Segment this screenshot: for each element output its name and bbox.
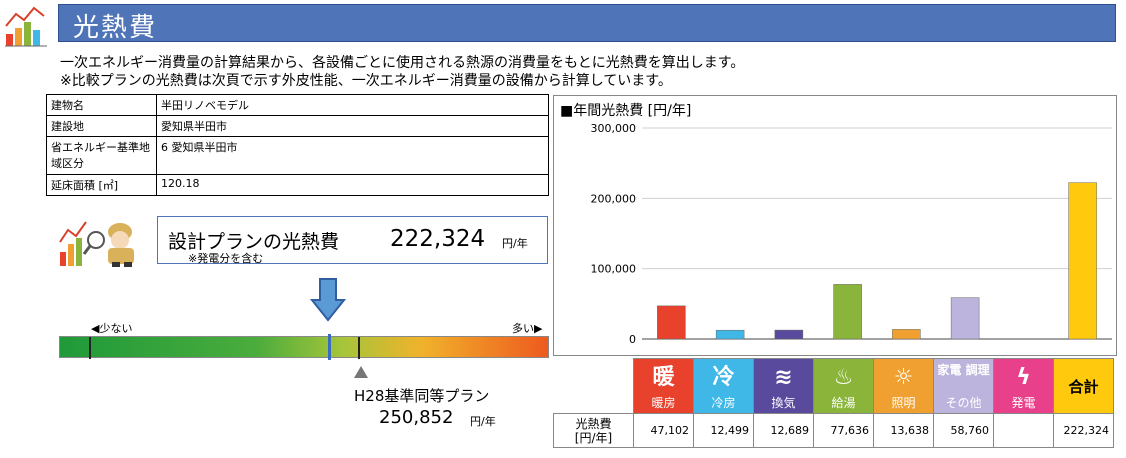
annual-cost-chart: 0 100,000 200,000 300,000 ■年間光熱費 [円/年] xyxy=(553,95,1117,356)
category-heating: 暖 暖房 xyxy=(633,358,694,414)
standard-plan-label: H28基準同等プラン xyxy=(354,387,490,405)
description-line-1: 一次エネルギー消費量の計算結果から、各設備ごとに使用される熱源の消費量をもとに光… xyxy=(60,55,745,71)
category-caption: 照明 xyxy=(891,396,916,410)
category-appliance: 家電 調理 その他 xyxy=(933,358,994,414)
bar-換気 xyxy=(774,329,804,340)
info-label: 建物名 xyxy=(46,94,157,116)
power-generation-icon: ϟ xyxy=(1016,365,1031,390)
info-value: 120.18 xyxy=(156,174,549,196)
category-hot-water: ♨ 給湯 xyxy=(813,358,874,414)
info-row: 延床面積 [㎡] 120.18 xyxy=(46,174,549,196)
info-row: 建物名 半田リノベモデル xyxy=(46,94,549,116)
info-label: 延床面積 [㎡] xyxy=(46,174,157,196)
bar-冷房 xyxy=(715,329,745,340)
cost-value-power-generation xyxy=(993,413,1054,448)
design-plan-label: 設計プランの光熱費 xyxy=(168,231,340,253)
heating-icon: 暖 xyxy=(652,365,675,390)
info-label: 省エネルギー基準地域区分 xyxy=(46,136,157,175)
total-header: 合計 xyxy=(1053,358,1114,414)
appliance-icon: 家電 調理 xyxy=(937,363,990,377)
design-plan-marker xyxy=(328,334,332,360)
standard-plan-value: 250,852 xyxy=(379,407,454,428)
cost-breakdown-table: 暖 暖房 冷 冷房 ≋ 換気 ♨ 給湯 ☼ 照明 家電 調理 その他 ϟ 発電 … xyxy=(553,358,1114,448)
scale-more-label: 多い▶ xyxy=(512,322,543,335)
bar-暖房 xyxy=(657,305,686,340)
chart-canvas: 0 100,000 200,000 300,000 xyxy=(591,122,1112,346)
chart-title: ■年間光熱費 [円/年] xyxy=(560,103,692,119)
row-label-line-1: 光熱費 xyxy=(575,416,612,431)
ventilation-icon: ≋ xyxy=(774,365,793,390)
description-line-2: ※比較プランの光熱費は次頁で示す外皮性能、一次エネルギー消費量の設備から計算して… xyxy=(60,73,672,89)
y-tick-label: 300,000 xyxy=(591,122,637,135)
scale-start-tick xyxy=(89,337,92,359)
bar-合計 xyxy=(1068,182,1097,340)
bar-その他 xyxy=(950,297,980,340)
cost-chart-icon xyxy=(5,6,47,47)
page-header: 光熱費 xyxy=(58,4,1116,43)
scale-less-label: ◀少ない xyxy=(91,322,133,335)
category-caption: その他 xyxy=(945,396,982,410)
category-caption: 換気 xyxy=(771,396,796,410)
cost-values-row: 光熱費 [円/年] 47,102 12,499 12,689 77,636 13… xyxy=(553,413,1114,448)
info-row: 建設地 愛知県半田市 xyxy=(46,115,549,137)
cost-value-ventilation: 12,689 xyxy=(753,413,814,448)
y-tick-label: 100,000 xyxy=(591,263,637,276)
inspector-illustration-icon xyxy=(59,221,134,267)
cost-value-cooling: 12,499 xyxy=(693,413,754,448)
page-title: 光熱費 xyxy=(73,13,158,43)
cost-value-heating: 47,102 xyxy=(633,413,694,448)
category-cooling: 冷 冷房 xyxy=(693,358,754,414)
table-corner xyxy=(554,359,634,414)
standard-plan-unit: 円/年 xyxy=(470,415,496,428)
triangle-up-icon xyxy=(354,366,368,378)
design-plan-value: 222,324 xyxy=(390,226,486,252)
info-value: 6 愛知県半田市 xyxy=(156,136,549,175)
info-value: 愛知県半田市 xyxy=(156,115,549,137)
cooling-icon: 冷 xyxy=(712,365,735,390)
category-caption: 暖房 xyxy=(651,396,676,410)
y-tick-label: 200,000 xyxy=(591,192,637,205)
hot-water-icon: ♨ xyxy=(833,365,854,390)
category-lighting: ☼ 照明 xyxy=(873,358,934,414)
cost-value-lighting: 13,638 xyxy=(873,413,934,448)
design-plan-unit: 円/年 xyxy=(502,237,528,250)
arrow-down-icon xyxy=(310,278,346,322)
info-value: 半田リノベモデル xyxy=(156,94,549,116)
category-row: 暖 暖房 冷 冷房 ≋ 換気 ♨ 給湯 ☼ 照明 家電 調理 その他 ϟ 発電 … xyxy=(554,358,1114,414)
bar-照明 xyxy=(892,329,921,340)
info-label: 建設地 xyxy=(46,115,157,137)
row-label-line-2: [円/年] xyxy=(574,430,613,445)
lighting-icon: ☼ xyxy=(893,365,914,390)
design-plan-box: 設計プランの光熱費 ※発電分を含む 222,324 円/年 xyxy=(157,216,548,265)
category-caption: 発電 xyxy=(1011,396,1036,410)
info-row: 省エネルギー基準地域区分 6 愛知県半田市 xyxy=(46,136,549,175)
cost-scale-bar xyxy=(59,334,549,360)
standard-plan-tick xyxy=(357,337,360,359)
cost-value-appliance: 58,760 xyxy=(933,413,994,448)
category-caption: 給湯 xyxy=(831,396,856,410)
design-plan-note: ※発電分を含む xyxy=(188,252,264,265)
category-power-generation: ϟ 発電 xyxy=(993,358,1054,414)
y-tick-label: 0 xyxy=(629,333,636,346)
building-info-table: 建物名 半田リノベモデル 建設地 愛知県半田市 省エネルギー基準地域区分 6 愛… xyxy=(46,94,549,196)
bar-給湯 xyxy=(833,284,862,340)
cost-value-hot-water: 77,636 xyxy=(813,413,874,448)
category-caption: 冷房 xyxy=(711,396,736,410)
category-ventilation: ≋ 換気 xyxy=(753,358,814,414)
row-label: 光熱費 [円/年] xyxy=(553,413,634,448)
cost-value-total: 222,324 xyxy=(1053,413,1114,448)
